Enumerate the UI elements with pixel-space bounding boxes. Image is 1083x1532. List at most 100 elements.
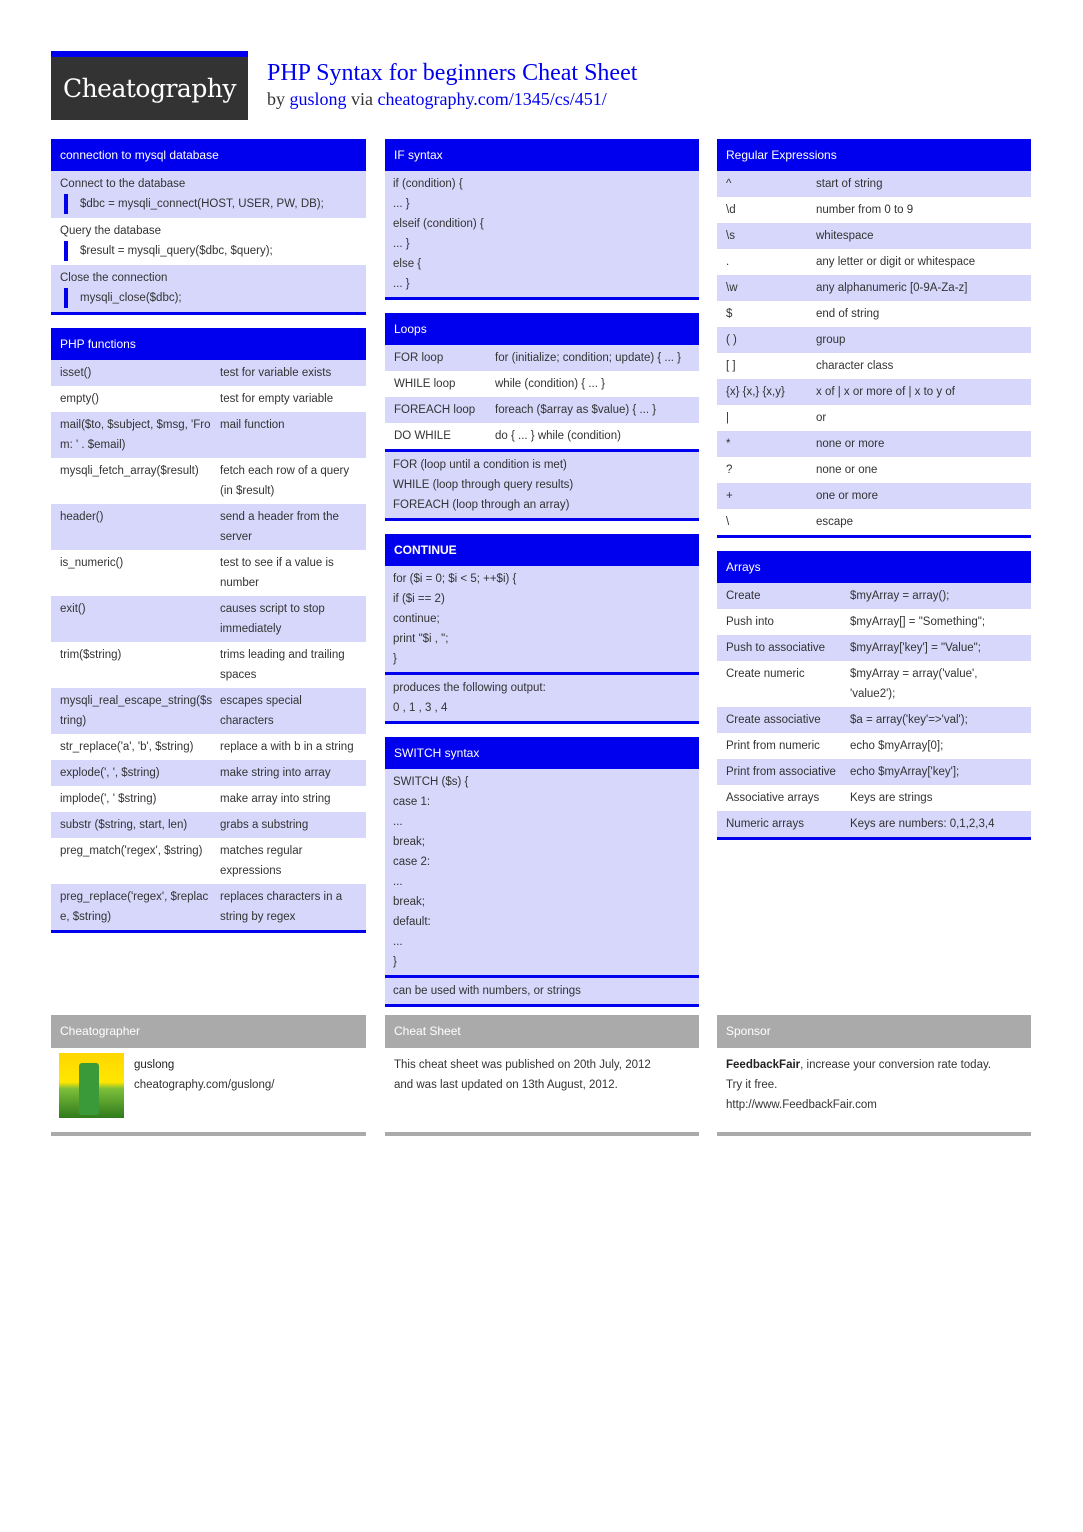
sponsor-box: Sponsor FeedbackFair, increase your conv… bbox=[717, 1015, 1031, 1136]
sponsor-heading: Sponsor bbox=[717, 1015, 1031, 1048]
table-row: preg_match('regex', $string) matches regu… bbox=[51, 838, 366, 884]
section: Arrays Create $myArray = array(); Push into… bbox=[717, 551, 1031, 840]
section-part: produces the following output: 0 , 1 , 3 … bbox=[385, 672, 699, 721]
block-label: Close the connection bbox=[60, 272, 168, 284]
author-name[interactable]: guslong bbox=[134, 1059, 175, 1071]
section-title: Loops bbox=[385, 313, 699, 345]
row-key: ? bbox=[726, 464, 733, 476]
text-line: if (condition) { bbox=[393, 178, 463, 190]
row-value: replaces characters in a string by regex bbox=[220, 891, 343, 923]
row-value: start of string bbox=[816, 178, 883, 190]
row-key: WHILE loop bbox=[394, 378, 456, 390]
table-row: \d number from 0 to 9 bbox=[717, 197, 1031, 223]
row-key: \s bbox=[726, 230, 735, 242]
text-block: for ($i = 0; $i < 5; ++$i) {if ($i == 2)… bbox=[385, 566, 699, 672]
section-part: ^ start of string \d number from 0 to 9 \s wh… bbox=[717, 171, 1031, 535]
section-title: Arrays bbox=[717, 551, 1031, 583]
text-line: ... } bbox=[393, 238, 410, 250]
row-value: do { ... } while (condition) bbox=[495, 430, 621, 442]
row-key: Associative arrays bbox=[726, 792, 820, 804]
row-key: empty() bbox=[60, 393, 99, 405]
text-line: ... bbox=[393, 876, 403, 888]
table-row: Create numeric $myArray = array('value', … bbox=[717, 661, 1031, 707]
row-value: end of string bbox=[816, 308, 880, 320]
row-value: test for variable exists bbox=[220, 367, 332, 379]
table-row: \ escape bbox=[717, 509, 1031, 535]
table-row: empty() test for empty variable bbox=[51, 386, 366, 412]
table-row: \s whitespace bbox=[717, 223, 1031, 249]
author-avatar[interactable] bbox=[59, 1053, 124, 1118]
table-row: mysqli_real_escape_string($string) escape… bbox=[51, 688, 366, 734]
cheatographer-heading: Cheatographer bbox=[51, 1015, 366, 1048]
table-row: . any letter or digit or whitespace bbox=[717, 249, 1031, 275]
row-value: test to see if a value is number bbox=[220, 557, 334, 589]
row-value: trims leading and trailing spaces bbox=[220, 649, 345, 681]
cheat-sheet-info-box: Cheat Sheet This cheat sheet was publish… bbox=[385, 1015, 699, 1136]
table-row: + one or more bbox=[717, 483, 1031, 509]
sponsor-try-text: Try it free. bbox=[726, 1079, 778, 1091]
sponsor-brand[interactable]: FeedbackFair bbox=[726, 1059, 801, 1071]
table-row: [ ] character class bbox=[717, 353, 1031, 379]
row-key: isset() bbox=[60, 367, 92, 379]
table-row: Create associative $a = array('key'=>'val… bbox=[717, 707, 1031, 733]
cheatographer-box: Cheatographer guslong cheatography.com/g… bbox=[51, 1015, 366, 1136]
row-key: Push to associative bbox=[726, 642, 826, 654]
table-row: Associative arrays Keys are strings bbox=[717, 785, 1031, 811]
row-key: DO WHILE bbox=[394, 430, 451, 442]
row-value: mail function bbox=[220, 419, 285, 431]
row-key: trim($string) bbox=[60, 649, 122, 661]
text-block: if (condition) { ... } elseif (condition) … bbox=[385, 171, 699, 297]
text-line: } bbox=[393, 653, 397, 665]
section: IF syntax if (condition) {... } elseif (co… bbox=[385, 139, 699, 300]
row-value: x of | x or more of | x to y of bbox=[816, 386, 955, 398]
section-title: Regular Expressions bbox=[717, 139, 1031, 171]
row-key: preg_replace('regex', $replace, $string) bbox=[60, 891, 209, 923]
table-row: Push to associative $myArray['key'] = "Va… bbox=[717, 635, 1031, 661]
table-row: FOREACH loop foreach ($array as $value) {… bbox=[385, 397, 699, 423]
text-line: } bbox=[393, 956, 397, 968]
row-value: echo $myArray['key']; bbox=[850, 766, 960, 778]
author-profile-link[interactable]: cheatography.com/guslong/ bbox=[134, 1079, 275, 1091]
row-key: Print from associative bbox=[726, 766, 836, 778]
row-key: ^ bbox=[726, 178, 732, 190]
row-key: FOREACH loop bbox=[394, 404, 476, 416]
text-line: ... bbox=[393, 816, 403, 828]
text-line: ... bbox=[393, 936, 403, 948]
row-key: Create numeric bbox=[726, 668, 805, 680]
text-line: break; bbox=[393, 896, 425, 908]
row-value: $myArray = array(); bbox=[850, 590, 950, 602]
row-value: make array into string bbox=[220, 793, 331, 805]
row-key: \d bbox=[726, 204, 736, 216]
section: Loops FOR loop for (initialize; condition;… bbox=[385, 313, 699, 521]
text-line: ... } bbox=[393, 278, 410, 290]
text-line: break; bbox=[393, 836, 425, 848]
table-row: Numeric arrays Keys are numbers: 0,1,2,3,… bbox=[717, 811, 1031, 837]
table-row: {x} {x,} {x,y} x of | x or more of | x to… bbox=[717, 379, 1031, 405]
cheatography-logo[interactable]: Cheatography bbox=[51, 51, 248, 120]
text-line: print "$i , "; bbox=[393, 633, 449, 645]
row-key: explode(', ', $string) bbox=[60, 767, 160, 779]
section-title: CONTINUE bbox=[385, 534, 699, 566]
table-row: substr ($string, start, len) grabs a subs… bbox=[51, 812, 366, 838]
sponsor-url-link[interactable]: http://www.FeedbackFair.com bbox=[726, 1099, 877, 1111]
column-3: Regular Expressions ^ start of string \d num… bbox=[717, 139, 1031, 853]
table-row: mail($to, $subject, $msg, 'From: ' . $em… bbox=[51, 412, 366, 458]
text-line: can be used with numbers, or strings bbox=[393, 985, 581, 997]
code-block: Connect to the database $dbc = mysqli_con… bbox=[51, 171, 366, 218]
row-key: \w bbox=[726, 282, 738, 294]
sheet-url-link[interactable]: cheatography.com/1345/cs/451/ bbox=[377, 89, 607, 109]
text-line: FOREACH (loop through an array) bbox=[393, 499, 570, 511]
row-key: substr ($string, start, len) bbox=[60, 819, 188, 831]
row-value: causes script to stop immediately bbox=[220, 603, 325, 635]
author-link[interactable]: guslong bbox=[289, 89, 347, 109]
row-value: fetch each row of a query (in $result) bbox=[220, 465, 350, 497]
row-value: foreach ($array as $value) { ... } bbox=[495, 404, 657, 416]
text-line: elseif (condition) { bbox=[393, 218, 484, 230]
section-title: SWITCH syntax bbox=[385, 737, 699, 769]
table-row: mysqli_fetch_array($result) fetch each ro… bbox=[51, 458, 366, 504]
table-row: implode(', ' $string) make array into str… bbox=[51, 786, 366, 812]
row-value: $a = array('key'=>'val'); bbox=[850, 714, 968, 726]
row-value: send a header from the server bbox=[220, 511, 339, 543]
table-row: ( ) group bbox=[717, 327, 1031, 353]
section: PHP functions isset() test for variable ex… bbox=[51, 328, 366, 933]
